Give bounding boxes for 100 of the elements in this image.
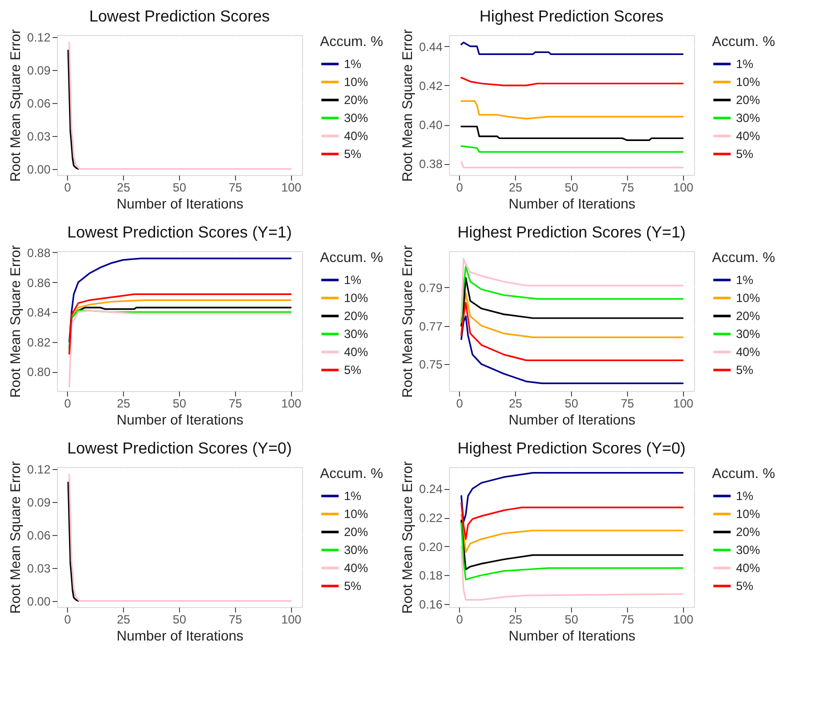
x-axis-title: Number of Iterations	[116, 628, 244, 644]
x-tick-label: 50	[172, 396, 186, 410]
legend-label: 20%	[344, 309, 368, 323]
legend-title: Accum. %	[320, 465, 384, 481]
legend-title: Accum. %	[320, 33, 384, 49]
line-series	[68, 258, 292, 343]
x-tick-label: 50	[172, 612, 186, 626]
legend-label: 5%	[736, 579, 754, 593]
y-axis-title: Root Mean Square Error	[399, 28, 416, 182]
legend-label: 5%	[736, 363, 754, 377]
y-axis-title: Root Mean Square Error	[399, 460, 416, 614]
line-series	[460, 76, 684, 86]
y-tick-label: 0.77	[419, 319, 443, 334]
x-tick-label: 75	[620, 612, 634, 626]
x-tick-label: 25	[508, 396, 522, 410]
line-series	[67, 482, 80, 602]
x-tick-label: 25	[508, 180, 522, 194]
x-tick-label: 100	[281, 612, 302, 626]
legend-label: 40%	[736, 345, 760, 359]
line-series	[67, 50, 80, 170]
legend-label: 1%	[736, 57, 754, 71]
legend-label: 20%	[736, 93, 760, 107]
legend-label: 1%	[344, 273, 362, 287]
legend-label: 30%	[344, 111, 368, 125]
x-tick-label: 50	[564, 180, 578, 194]
legend-label: 40%	[344, 561, 368, 575]
x-axis-title: Number of Iterations	[508, 628, 636, 644]
legend-label: 5%	[344, 579, 362, 593]
legend-label: 40%	[344, 345, 368, 359]
x-axis-title: Number of Iterations	[116, 412, 244, 428]
legend-label: 1%	[344, 489, 362, 503]
legend-label: 20%	[344, 525, 368, 539]
x-tick-label: 50	[564, 396, 578, 410]
x-tick-label: 50	[172, 180, 186, 194]
y-tick-label: 0.09	[27, 64, 51, 78]
legend-title: Accum. %	[712, 33, 776, 49]
y-tick-label: 0.06	[27, 528, 51, 543]
y-axis-title: Root Mean Square Error	[7, 244, 24, 398]
y-tick-label: 0.88	[27, 246, 51, 260]
y-tick-label: 0.18	[419, 568, 443, 583]
y-tick-label: 0.40	[419, 118, 443, 132]
line-series	[68, 474, 292, 602]
y-tick-label: 0.09	[27, 496, 51, 510]
chart-title: Lowest Prediction Scores (Y=0)	[67, 440, 292, 458]
chart-title: Highest Prediction Scores (Y=0)	[457, 440, 686, 458]
x-tick-label: 0	[64, 180, 72, 194]
y-tick-label: 0.12	[27, 462, 51, 477]
chart-title: Lowest Prediction Scores (Y=1)	[67, 224, 292, 242]
y-tick-label: 0.38	[419, 157, 443, 172]
legend-label: 30%	[736, 543, 760, 557]
x-tick-label: 100	[673, 180, 694, 194]
y-tick-label: 0.20	[419, 540, 443, 554]
y-axis-title: Root Mean Square Error	[399, 244, 416, 398]
legend-label: 5%	[736, 147, 754, 161]
legend-label: 10%	[736, 75, 760, 89]
x-tick-label: 75	[228, 180, 242, 194]
line-series	[68, 42, 292, 170]
y-tick-label: 0.12	[27, 30, 51, 45]
line-series	[460, 292, 684, 338]
legend-label: 1%	[736, 273, 754, 287]
x-tick-label: 100	[281, 180, 302, 194]
legend-label: 40%	[344, 129, 368, 143]
chart-title: Highest Prediction Scores (Y=1)	[457, 224, 686, 242]
line-series	[460, 522, 684, 580]
x-tick-label: 25	[116, 180, 130, 194]
legend-title: Accum. %	[712, 465, 776, 481]
x-tick-label: 100	[281, 396, 302, 410]
y-tick-label: 0.00	[27, 594, 51, 608]
x-tick-label: 100	[673, 396, 694, 410]
legend-label: 40%	[736, 129, 760, 143]
y-tick-label: 0.75	[419, 358, 443, 372]
y-tick-label: 0.42	[419, 78, 443, 93]
line-series	[460, 42, 684, 55]
line-series	[460, 266, 684, 323]
x-tick-label: 0	[64, 396, 72, 410]
legend-label: 5%	[344, 147, 362, 161]
line-series	[460, 126, 684, 141]
legend-label: 30%	[736, 111, 760, 125]
x-tick-label: 50	[564, 612, 578, 626]
y-tick-label: 0.00	[27, 162, 51, 176]
x-tick-label: 75	[228, 396, 242, 410]
y-tick-label: 0.03	[27, 130, 51, 144]
x-axis-title: Number of Iterations	[508, 412, 636, 428]
legend-label: 40%	[736, 561, 760, 575]
y-axis-title: Root Mean Square Error	[7, 460, 24, 614]
y-tick-label: 0.79	[419, 280, 443, 295]
legend-title: Accum. %	[320, 249, 384, 265]
line-series	[460, 258, 684, 318]
y-tick-label: 0.86	[27, 276, 51, 290]
y-tick-label: 0.80	[27, 365, 51, 380]
line-series	[460, 302, 684, 362]
legend-label: 10%	[344, 507, 368, 521]
x-tick-label: 25	[508, 612, 522, 626]
x-tick-label: 75	[620, 180, 634, 194]
y-tick-label: 0.44	[419, 40, 443, 54]
line-series	[460, 520, 684, 570]
x-tick-label: 0	[456, 396, 464, 410]
x-axis-title: Number of Iterations	[116, 196, 244, 212]
x-tick-label: 0	[456, 612, 464, 626]
x-tick-label: 25	[116, 396, 130, 410]
